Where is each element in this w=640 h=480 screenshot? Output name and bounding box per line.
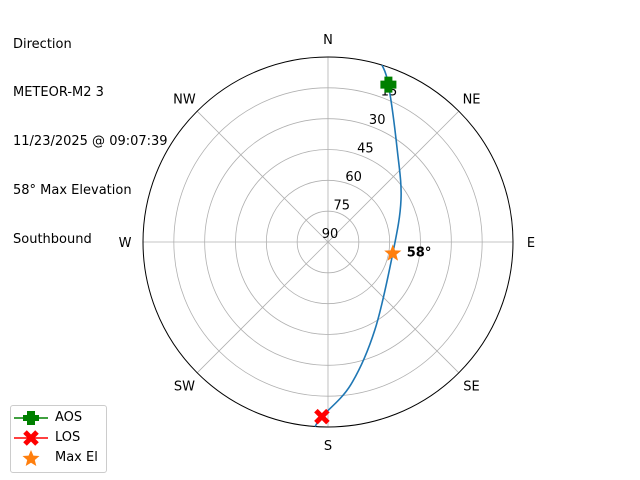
- grid-spoke: [196, 241, 329, 374]
- direction-label-e: E: [527, 236, 535, 251]
- legend-item-max-el: Max El: [11, 448, 106, 468]
- radial-tick-label: 90: [322, 227, 339, 242]
- legend-item-aos: AOS: [11, 408, 106, 428]
- max-el-marker: [384, 244, 402, 261]
- grid-spoke: [196, 110, 329, 243]
- direction-label-ne: NE: [463, 92, 481, 107]
- title-line: Southbound: [13, 232, 92, 248]
- direction-label-s: S: [324, 439, 332, 454]
- max-el-annotation: 58°: [407, 245, 432, 260]
- legend: AOS LOS Max El: [10, 405, 107, 473]
- chart-title: Direction METEOR-M2 3 11/23/2025 @ 09:07…: [13, 4, 168, 281]
- title-line: Direction: [13, 36, 72, 52]
- direction-label-nw: NW: [173, 92, 196, 107]
- radial-tick-label: 60: [345, 170, 362, 185]
- los-marker: [314, 408, 330, 425]
- legend-label: Max El: [55, 450, 98, 465]
- legend-label: LOS: [55, 430, 81, 445]
- outer-frame: [142, 56, 514, 428]
- direction-label-se: SE: [463, 380, 479, 395]
- legend-item-los: LOS: [11, 428, 106, 448]
- aos-marker: [380, 76, 397, 93]
- star-marker-icon: [22, 450, 40, 466]
- grid-spoke: [327, 110, 460, 243]
- radial-tick-label: 45: [357, 142, 374, 157]
- radial-tick-label: 75: [334, 199, 351, 214]
- title-line: 58° Max Elevation: [13, 183, 132, 199]
- legend-label: AOS: [55, 410, 83, 425]
- plus-marker-icon: [14, 411, 48, 425]
- direction-label-n: N: [323, 33, 333, 48]
- direction-label-w: W: [119, 236, 132, 251]
- radial-tick-label: 30: [369, 113, 386, 128]
- direction-label-sw: SW: [174, 380, 195, 395]
- x-marker-icon: [14, 430, 48, 446]
- grid-spoke: [327, 241, 460, 374]
- title-line: 11/23/2025 @ 09:07:39: [13, 134, 168, 150]
- title-line: METEOR-M2 3: [13, 85, 104, 101]
